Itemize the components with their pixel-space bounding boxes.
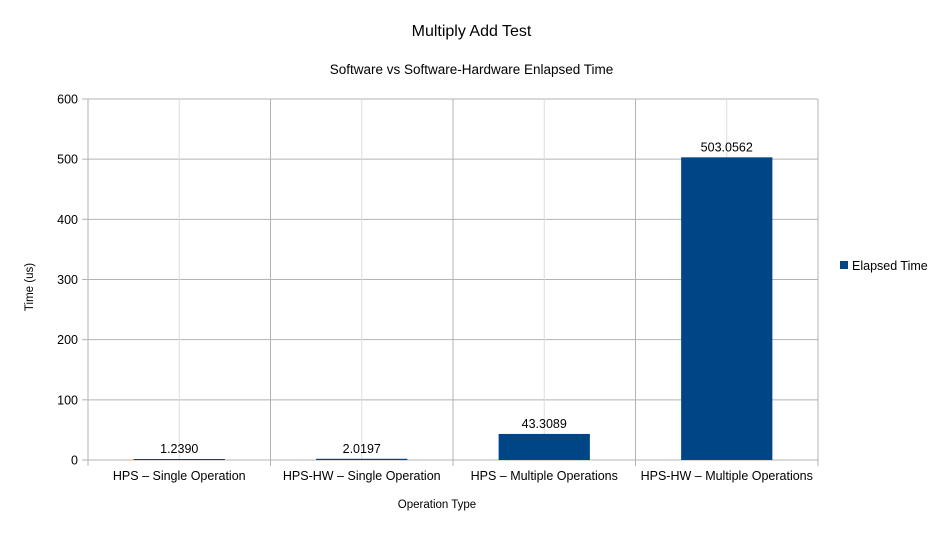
y-axis-ticks: 0 100 200 300 400 500 600 [57, 93, 78, 468]
x-axis-ticks: HPS – Single Operation HPS-HW – Single Op… [113, 469, 813, 483]
chart-subtitle: Software vs Software-Hardware Enlapsed T… [330, 62, 614, 77]
y-tick-label: 100 [57, 393, 78, 407]
bar [498, 433, 590, 460]
bar [133, 459, 225, 460]
bar [681, 157, 773, 460]
bar-value-label: 43.3089 [522, 417, 567, 431]
x-tick-label: HPS – Single Operation [113, 469, 246, 483]
y-tick-label: 600 [57, 93, 78, 107]
y-tick-label: 300 [57, 273, 78, 287]
bar-value-label: 1.2390 [160, 442, 198, 456]
x-tick-label: HPS – Multiple Operations [471, 469, 618, 483]
y-tick-label: 0 [71, 454, 78, 468]
chart-title: Multiply Add Test [412, 23, 532, 40]
x-tick-label: HPS-HW – Single Operation [283, 469, 441, 483]
data-labels: 1.2390 2.0197 43.3089 503.0562 [160, 140, 753, 456]
y-tick-label: 500 [57, 153, 78, 167]
legend: Elapsed Time [840, 259, 928, 273]
bars [133, 157, 773, 460]
bar [316, 458, 408, 460]
y-tick-label: 200 [57, 333, 78, 347]
legend-swatch [840, 261, 848, 269]
x-axis-title: Operation Type [398, 499, 476, 511]
bar-value-label: 503.0562 [701, 140, 753, 154]
bar-value-label: 2.0197 [343, 442, 381, 456]
y-tick-label: 400 [57, 213, 78, 227]
y-axis-title: Time (us) [24, 263, 36, 311]
x-tick-label: HPS-HW – Multiple Operations [641, 469, 813, 483]
legend-label: Elapsed Time [852, 259, 928, 273]
